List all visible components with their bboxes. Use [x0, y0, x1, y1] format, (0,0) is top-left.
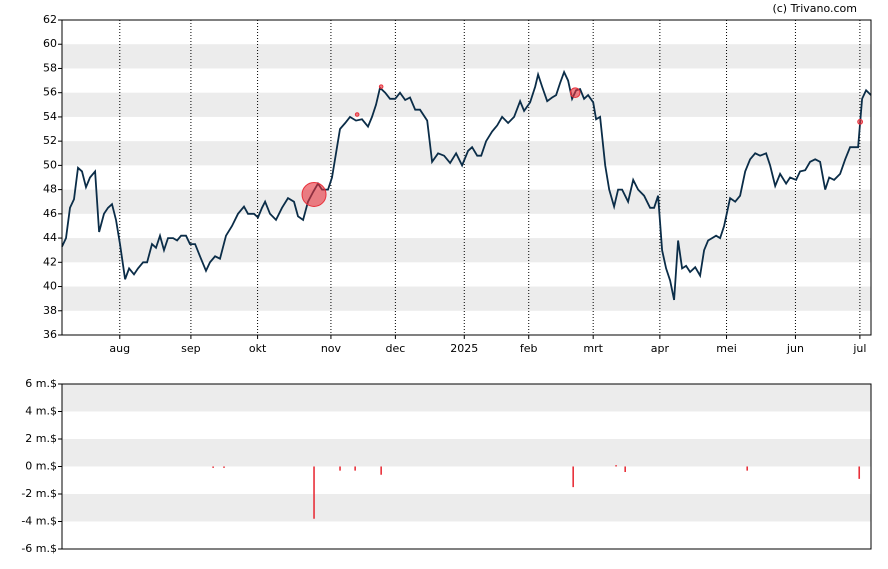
y-tick-label: 50: [43, 158, 57, 171]
bar: [624, 466, 626, 472]
y-tick-label: 42: [43, 255, 57, 268]
event-marker: [378, 84, 384, 89]
y-tick-label: 60: [43, 37, 57, 50]
y-tick-label: -2 m.$: [21, 487, 57, 500]
bar: [380, 466, 382, 475]
grid-band: [62, 238, 871, 263]
plot-frame: [61, 19, 872, 336]
bar: [212, 466, 214, 468]
grid-band: [62, 384, 871, 412]
y-tick-label: 44: [43, 231, 57, 244]
y-tick-label: 2 m.$: [25, 432, 57, 445]
event-marker: [569, 87, 581, 98]
event-marker: [857, 118, 864, 125]
y-tick-label: 46: [43, 207, 57, 220]
x-tick-label: jul: [852, 342, 866, 355]
x-tick-label: apr: [651, 342, 670, 355]
x-tick-label: sep: [181, 342, 200, 355]
y-tick-label: 52: [43, 134, 57, 147]
bar: [313, 466, 315, 519]
y-tick-label: 48: [43, 183, 57, 196]
y-tick-label: 56: [43, 86, 57, 99]
grid-band: [62, 189, 871, 214]
y-tick-label: 38: [43, 304, 57, 317]
event-marker: [354, 112, 360, 117]
grid-band: [62, 439, 871, 467]
bar: [223, 466, 225, 468]
y-tick-label: 36: [43, 328, 57, 341]
x-tick-label: feb: [520, 342, 538, 355]
y-tick-label: 58: [43, 61, 57, 74]
bar: [858, 466, 861, 479]
event-marker: [301, 181, 327, 207]
x-tick-label: nov: [321, 342, 342, 355]
x-tick-label: okt: [249, 342, 267, 355]
x-tick-label: mei: [716, 342, 737, 355]
y-tick-label: -6 m.$: [21, 542, 57, 555]
bar: [746, 466, 749, 471]
grid-band: [62, 286, 871, 311]
grid-band: [62, 44, 871, 69]
bar: [572, 466, 574, 488]
y-tick-label: 6 m.$: [25, 377, 57, 390]
y-tick-label: 4 m.$: [25, 405, 57, 418]
x-tick-label: dec: [385, 342, 405, 355]
bar: [339, 466, 341, 471]
y-tick-label: 0 m.$: [25, 460, 57, 473]
x-tick-label: jun: [786, 342, 804, 355]
source: (c) Trivano.com: [772, 2, 857, 15]
grid-band: [62, 494, 871, 522]
x-tick-label: 2025: [450, 342, 478, 355]
x-tick-label: mrt: [583, 342, 603, 355]
x-tick-label: aug: [109, 342, 130, 355]
price-line: [61, 69, 872, 301]
y-tick-label: 62: [43, 13, 57, 26]
bar: [354, 466, 356, 471]
grid-band: [62, 92, 871, 117]
plot-frame: [61, 383, 872, 550]
y-tick-label: 54: [43, 110, 57, 123]
y-tick-label: 40: [43, 280, 57, 293]
bar: [615, 465, 617, 467]
y-tick-label: -4 m.$: [21, 515, 57, 528]
